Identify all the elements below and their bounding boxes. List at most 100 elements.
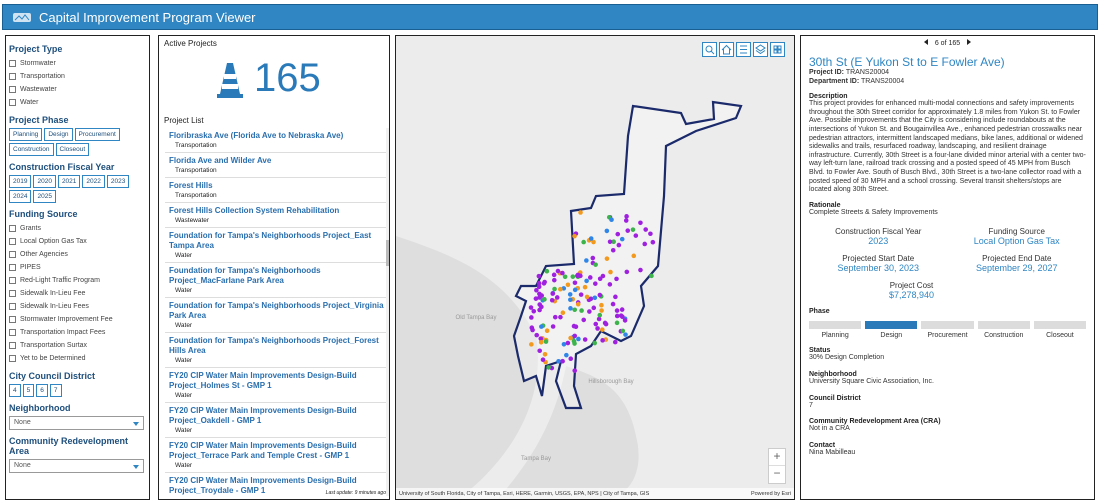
project-point[interactable] [596, 316, 602, 322]
checkbox-option[interactable]: Local Option Gas Tax [9, 235, 146, 248]
checkbox-option[interactable]: Other Agencies [9, 248, 146, 261]
dropdown[interactable]: None [9, 416, 144, 430]
project-point[interactable] [600, 338, 605, 343]
checkbox-option[interactable]: Stormwater [9, 57, 146, 70]
project-point[interactable] [615, 231, 621, 237]
project-point[interactable] [572, 368, 578, 373]
checkbox[interactable] [9, 303, 16, 310]
checkbox-option[interactable]: Grants [9, 222, 146, 235]
project-point[interactable] [599, 308, 604, 313]
project-point[interactable] [600, 327, 605, 332]
project-point[interactable] [624, 269, 630, 275]
checkbox-option[interactable]: PIPES [9, 261, 146, 274]
project-point[interactable] [613, 294, 618, 300]
filter-button[interactable]: Procurement [74, 128, 120, 141]
checkbox[interactable] [9, 290, 16, 297]
project-item[interactable]: Foundation for Tampa's Neighborhoods Pro… [165, 228, 387, 263]
project-point[interactable] [648, 231, 653, 237]
project-point[interactable] [610, 247, 616, 253]
project-point[interactable] [597, 312, 603, 318]
project-point[interactable] [572, 287, 578, 293]
project-point[interactable] [597, 292, 603, 298]
filter-button[interactable]: Planning [9, 128, 43, 141]
project-point[interactable] [602, 320, 608, 326]
checkbox[interactable] [9, 225, 16, 232]
checkbox[interactable] [9, 60, 16, 67]
project-item[interactable]: Forest Hills Transportation [165, 178, 387, 203]
filter-button[interactable]: Design [44, 128, 73, 141]
project-point[interactable] [552, 286, 557, 292]
project-point[interactable] [567, 292, 573, 297]
checkbox-option[interactable]: Water [9, 96, 146, 109]
project-point[interactable] [554, 295, 560, 300]
project-point[interactable] [552, 314, 558, 320]
project-point[interactable] [592, 340, 598, 346]
scrollbar[interactable] [386, 128, 389, 496]
checkbox[interactable] [9, 73, 16, 80]
project-point[interactable] [595, 326, 600, 331]
project-point[interactable] [529, 315, 534, 320]
legend-button[interactable] [736, 42, 751, 57]
checkbox[interactable] [9, 342, 16, 349]
project-point[interactable] [540, 357, 546, 363]
project-point[interactable] [550, 324, 556, 329]
project-point[interactable] [611, 239, 616, 245]
project-point[interactable] [546, 365, 551, 370]
project-point[interactable] [591, 239, 596, 245]
project-point[interactable] [584, 294, 590, 300]
project-point[interactable] [581, 317, 587, 323]
project-point[interactable] [558, 286, 563, 292]
project-point[interactable] [608, 269, 613, 275]
project-item[interactable]: FY20 CIP Water Main Improvements Design-… [165, 403, 387, 438]
project-point[interactable] [537, 307, 542, 313]
layers-button[interactable] [753, 42, 768, 57]
checkbox-option[interactable]: Red-Light Traffic Program [9, 274, 146, 287]
project-point[interactable] [550, 291, 556, 296]
project-point[interactable] [576, 336, 581, 342]
project-point[interactable] [587, 275, 593, 280]
project-point[interactable] [593, 262, 598, 267]
checkbox[interactable] [9, 86, 16, 93]
project-point[interactable] [609, 217, 614, 223]
checkbox-option[interactable]: Yet to be Determined [9, 352, 146, 365]
project-point[interactable] [582, 284, 588, 290]
project-point[interactable] [568, 356, 574, 362]
project-point[interactable] [612, 339, 618, 345]
project-point[interactable] [614, 320, 620, 326]
project-point[interactable] [604, 228, 610, 234]
project-point[interactable] [552, 277, 557, 283]
project-point[interactable] [560, 358, 565, 364]
project-point[interactable] [593, 321, 599, 327]
checkbox-option[interactable]: Transportation [9, 70, 146, 83]
filter-button[interactable]: 2025 [33, 190, 56, 203]
checkbox-option[interactable]: Stormwater Improvement Fee [9, 313, 146, 326]
project-point[interactable] [631, 253, 637, 259]
project-item[interactable]: Foundation for Tampa's Neighborhoods Pro… [165, 333, 387, 368]
project-point[interactable] [543, 339, 549, 344]
powered-by[interactable]: Powered by Esri [750, 491, 791, 497]
checkbox-option[interactable]: Sidewalk In-Lieu Fees [9, 300, 146, 313]
filter-button[interactable]: 2024 [9, 190, 32, 203]
project-point[interactable] [638, 267, 643, 273]
project-point[interactable] [568, 306, 573, 311]
project-point[interactable] [616, 242, 622, 248]
project-point[interactable] [591, 305, 597, 311]
project-point[interactable] [534, 332, 540, 338]
project-point[interactable] [588, 296, 594, 302]
project-point[interactable] [542, 297, 547, 302]
zoom-in[interactable]: + [769, 449, 785, 466]
project-point[interactable] [614, 276, 619, 282]
project-point[interactable] [529, 342, 534, 347]
project-point[interactable] [622, 318, 628, 323]
project-point[interactable] [588, 236, 594, 241]
search-button[interactable] [702, 42, 717, 57]
filter-button[interactable]: 2021 [57, 175, 81, 188]
project-point[interactable] [575, 301, 581, 307]
project-point[interactable] [571, 338, 577, 344]
project-point[interactable] [572, 280, 578, 286]
project-point[interactable] [623, 332, 628, 337]
project-point[interactable] [649, 273, 654, 279]
project-point[interactable] [643, 227, 649, 232]
project-point[interactable] [556, 358, 561, 364]
project-point[interactable] [537, 302, 542, 307]
